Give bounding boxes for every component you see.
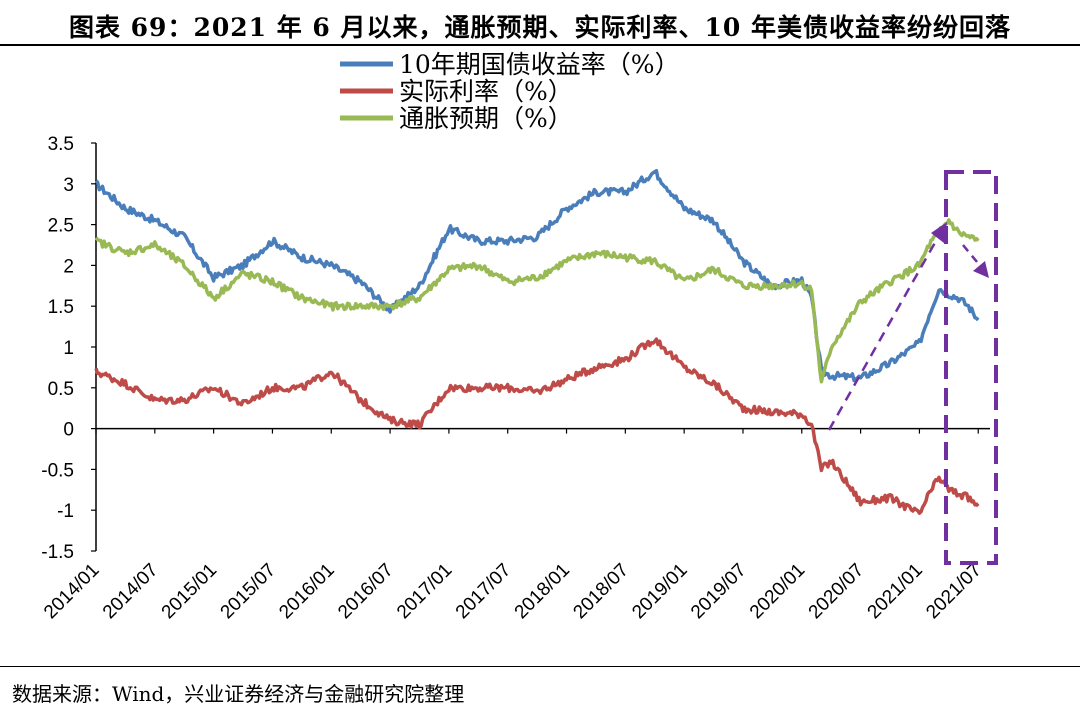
y-tick-label: 0.5	[48, 379, 74, 400]
y-tick-label: 1	[63, 338, 74, 359]
x-tick-label: 2015/07	[217, 560, 280, 623]
x-tick-label: 2021/07	[922, 560, 985, 623]
x-tick-label: 2019/01	[628, 560, 691, 623]
y-tick-label: 2	[63, 256, 74, 277]
rising-trend-arrow	[827, 231, 943, 431]
highlight-annotation	[827, 170, 998, 565]
chart-series	[94, 168, 980, 515]
x-tick-label: 2014/01	[40, 560, 103, 623]
legend-label: 10年期国债收益率（%）	[399, 50, 680, 79]
x-tick-label: 2018/07	[569, 560, 632, 623]
chart-title: 图表 69：2021 年 6 月以来，通胀预期、实际利率、10 年美债收益率纷纷…	[68, 13, 1012, 42]
y-tick-label: 0	[63, 420, 74, 441]
x-tick-label: 2019/07	[687, 560, 750, 623]
y-tick-label: -1.5	[41, 542, 74, 563]
y-tick-label: 3.5	[48, 134, 74, 155]
x-tick-label: 2017/07	[452, 560, 515, 623]
x-tick-label: 2015/01	[158, 560, 221, 623]
footer-divider	[0, 666, 1080, 667]
x-tick-label: 2021/01	[864, 560, 927, 623]
y-tick-label: -1	[57, 501, 74, 522]
y-tick-label: 1.5	[48, 297, 74, 318]
falling-trend-arrow	[962, 244, 983, 269]
y-tick-label: -0.5	[41, 460, 74, 481]
x-tick-label: 2018/01	[511, 560, 574, 623]
series-line-1	[94, 168, 980, 383]
line-chart: 10年期国债收益率（%）实际利率（%）通胀预期（%） 3.532.521.510…	[40, 50, 998, 623]
x-tick-label: 2017/01	[393, 560, 456, 623]
y-tick-label: 2.5	[48, 216, 74, 237]
title-divider	[0, 44, 1080, 46]
legend-label: 实际利率（%）	[399, 77, 573, 106]
source-note: 数据来源：Wind，兴业证券经济与金融研究院整理	[12, 682, 465, 706]
series-line-2	[94, 337, 980, 515]
arrowhead	[931, 222, 947, 243]
arrowhead	[973, 261, 989, 278]
x-tick-label: 2014/07	[99, 560, 162, 623]
y-tick-label: 3	[63, 175, 74, 196]
series-line-3	[94, 218, 980, 384]
x-tick-label: 2016/01	[275, 560, 338, 623]
x-tick-label: 2020/01	[746, 560, 809, 623]
legend: 10年期国债收益率（%）实际利率（%）通胀预期（%）	[340, 50, 680, 133]
highlight-box	[944, 170, 998, 565]
x-tick-label: 2020/07	[805, 560, 868, 623]
x-tick-label: 2016/07	[334, 560, 397, 623]
legend-label: 通胀预期（%）	[399, 104, 573, 133]
